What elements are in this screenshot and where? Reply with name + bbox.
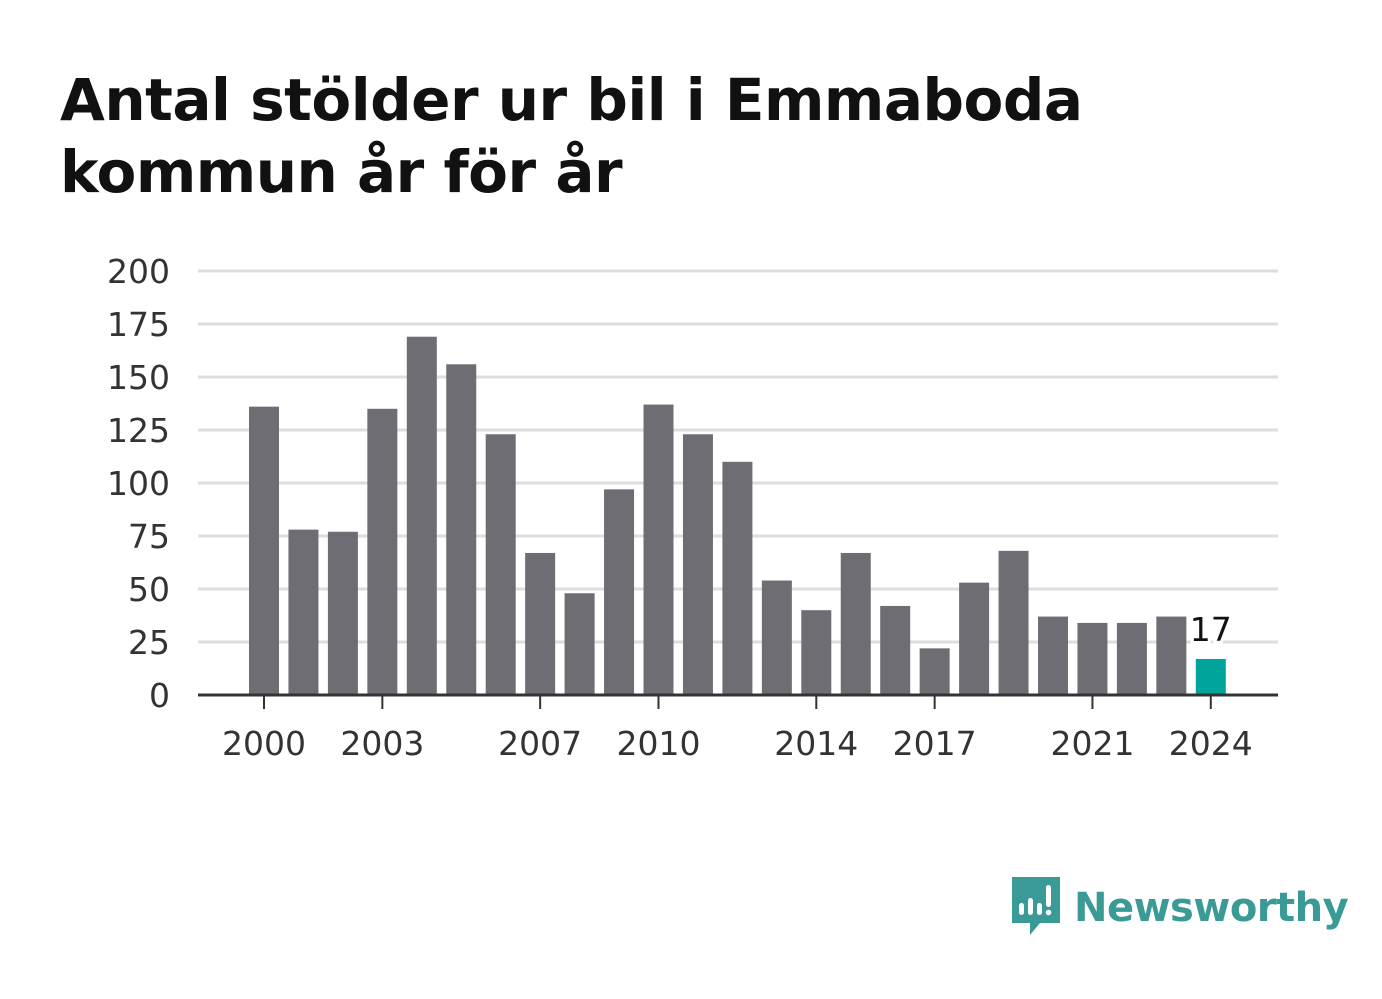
- bar-2015: [840, 552, 871, 695]
- x-tick-label-2000: 2000: [222, 724, 306, 763]
- y-tick-label-100: 100: [107, 464, 170, 503]
- x-axis: 2000 2003 2007 2010 2014 2017 2021 2024: [198, 693, 1278, 763]
- bar-2012: [722, 461, 753, 695]
- newsworthy-brand: Newsworthy: [1010, 877, 1349, 939]
- y-tick-label-125: 125: [107, 411, 170, 450]
- bar-2004: [406, 336, 437, 695]
- brand-name: Newsworthy: [1074, 885, 1349, 931]
- y-tick-label-175: 175: [107, 305, 170, 344]
- bar-2001: [288, 529, 319, 695]
- bar-2013: [761, 580, 792, 695]
- y-tick-label-75: 75: [128, 517, 170, 556]
- bar-2021: [1077, 622, 1108, 695]
- bar-2019: [998, 550, 1029, 695]
- bar-2022: [1116, 622, 1147, 695]
- y-tick-label-150: 150: [107, 358, 170, 397]
- x-tick-label-2007: 2007: [498, 724, 582, 763]
- x-tick-label-2014: 2014: [774, 724, 858, 763]
- bar-2018: [959, 582, 990, 695]
- data-labels: 17: [1187, 607, 1235, 652]
- bar-2017: [919, 648, 950, 695]
- bar-2005: [446, 364, 477, 695]
- bar-2024: [1195, 658, 1226, 695]
- bar-2009: [604, 489, 635, 695]
- bar-2010: [643, 404, 674, 695]
- bar-2000: [249, 406, 279, 695]
- y-tick-label-25: 25: [128, 623, 170, 662]
- data-label-2024: 17: [1190, 610, 1232, 649]
- bar-2011: [682, 434, 713, 695]
- y-axis-ticks: 0 25 50 75 100 125 150 175 200: [107, 252, 170, 715]
- x-tick-label-2003: 2003: [340, 724, 424, 763]
- y-tick-label-0: 0: [149, 676, 170, 715]
- x-tick-label-2017: 2017: [893, 724, 977, 763]
- bar-2003: [367, 408, 398, 695]
- bar-2020: [1038, 616, 1068, 695]
- y-tick-label-200: 200: [107, 252, 170, 291]
- bars: [249, 336, 1226, 695]
- y-tick-label-50: 50: [128, 570, 170, 609]
- bar-2007: [525, 552, 556, 695]
- bar-2023: [1156, 616, 1187, 695]
- bar-2006: [485, 434, 516, 695]
- chart-title: Antal stölder ur bil i Emmaboda kommun å…: [60, 66, 1083, 206]
- bar-2008: [564, 593, 595, 695]
- bar-2014: [801, 610, 832, 695]
- newsworthy-logo-icon: [1012, 877, 1060, 935]
- bar-2002: [327, 531, 358, 695]
- x-tick-label-2010: 2010: [617, 724, 701, 763]
- x-tick-label-2024: 2024: [1169, 724, 1253, 763]
- x-tick-label-2021: 2021: [1050, 724, 1134, 763]
- bar-2016: [880, 605, 911, 695]
